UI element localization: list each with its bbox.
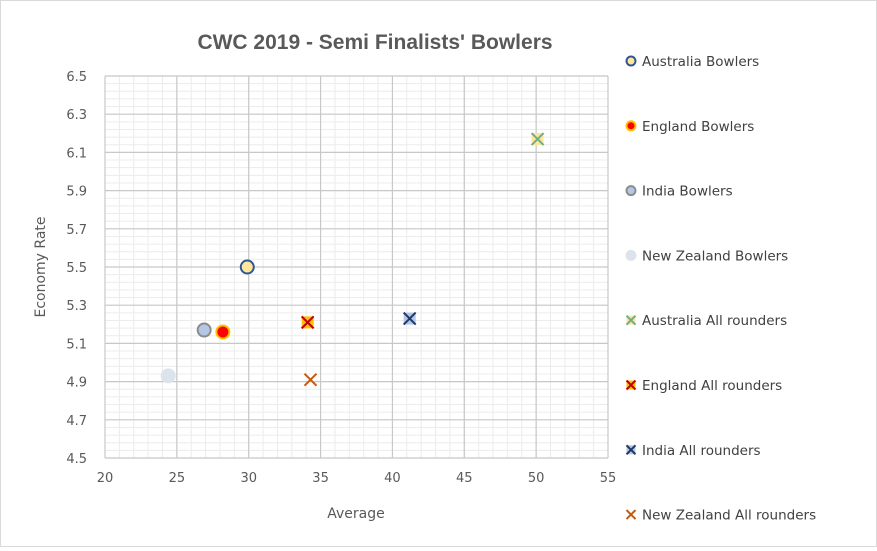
- legend-marker: [625, 120, 637, 132]
- legend-label: Australia Bowlers: [642, 54, 759, 70]
- data-point: [303, 372, 318, 387]
- legend-marker: [625, 55, 637, 67]
- data-point: [530, 132, 545, 146]
- y-tick-label: 4.5: [66, 452, 87, 467]
- data-point: [402, 311, 417, 326]
- legend: Australia Bowlers England Bowlers India Bo…: [625, 54, 816, 524]
- legend-label: New Zealand Bowlers: [642, 248, 788, 264]
- x-tick-label: 40: [384, 471, 401, 486]
- legend-item: New Zealand Bowlers: [625, 248, 788, 264]
- legend-item: New Zealand All rounders: [625, 508, 816, 524]
- chart-title: CWC 2019 - Semi Finalists' Bowlers: [197, 31, 552, 54]
- y-tick-label: 5.5: [66, 261, 87, 276]
- legend-item: England All rounders: [625, 378, 782, 394]
- legend-item: England Bowlers: [625, 119, 754, 135]
- data-point: [239, 259, 255, 275]
- data-point: [215, 324, 231, 340]
- y-tick-label: 5.1: [66, 337, 87, 352]
- data-point: [196, 322, 212, 338]
- legend-label: India Bowlers: [642, 184, 733, 200]
- legend-marker: [625, 314, 637, 326]
- legend-item: Australia All rounders: [625, 313, 787, 329]
- legend-marker: [625, 379, 637, 391]
- y-tick-label: 4.9: [66, 376, 87, 391]
- legend-marker: [625, 249, 637, 261]
- legend-label: England Bowlers: [642, 119, 754, 135]
- data-point: [160, 368, 176, 384]
- y-tick-label: 6.3: [66, 108, 87, 123]
- legend-label: New Zealand All rounders: [642, 508, 816, 524]
- y-tick-label: 4.7: [66, 414, 87, 429]
- x-tick-label: 25: [169, 471, 186, 486]
- x-tick-label: 35: [312, 471, 329, 486]
- legend-marker: [625, 444, 637, 456]
- x-axis-label: Average: [327, 506, 385, 522]
- legend-item: Australia Bowlers: [625, 54, 759, 70]
- y-tick-label: 6.1: [66, 146, 87, 161]
- x-tick-label: 20: [97, 471, 114, 486]
- legend-label: Australia All rounders: [642, 313, 787, 329]
- y-tick-label: 5.3: [66, 299, 87, 314]
- major-gridlines: [104, 75, 609, 459]
- x-tick-label: 30: [240, 471, 257, 486]
- x-tick-label: 50: [528, 471, 545, 486]
- x-axis-ticks: 20 25 30 35 40 45 50 55: [97, 471, 617, 486]
- y-tick-label: 5.9: [66, 185, 87, 200]
- legend-marker: [625, 509, 637, 520]
- x-tick-label: 55: [600, 471, 617, 486]
- legend-marker: [625, 185, 637, 197]
- legend-label: India All rounders: [642, 443, 761, 459]
- legend-item: India All rounders: [625, 443, 761, 459]
- legend-label: England All rounders: [642, 378, 782, 394]
- y-axis-label: Economy Rate: [33, 216, 49, 317]
- data-points: [160, 132, 545, 387]
- y-axis-ticks: 4.5 4.7 4.9 5.1 5.3 5.5 5.7 5.9 6.1 6.3 6.5: [66, 70, 87, 467]
- y-tick-label: 6.5: [66, 70, 87, 85]
- y-tick-label: 5.7: [66, 223, 87, 238]
- x-tick-label: 45: [456, 471, 473, 486]
- data-point: [300, 315, 315, 330]
- legend-item: India Bowlers: [625, 184, 733, 200]
